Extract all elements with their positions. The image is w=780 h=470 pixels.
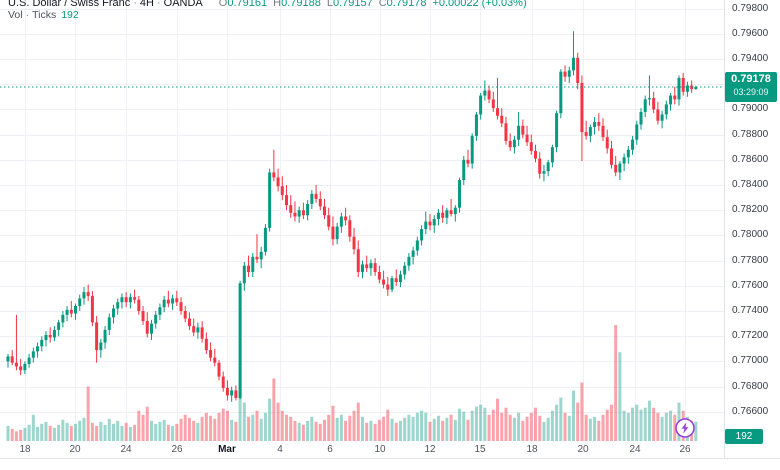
symbol-legend: U.S. Dollar / Swiss Franc · 4H · OANDA O0.791…	[8, 0, 527, 9]
current-price-tag: 0.79178 03:29:09	[725, 72, 777, 102]
price-tick-label: 0.79600	[732, 27, 769, 39]
candles	[6, 31, 698, 402]
separator: ·	[25, 9, 30, 21]
price-tick-label: 0.77400	[732, 305, 769, 317]
ohlc-values: O0.79161 H0.79188 L0.79157 C0.79178 +0.00022…	[213, 0, 527, 9]
time-axis[interactable]: 18 20 24 26 Mar 4 6 10 12 15 18 20 24 26	[0, 441, 724, 459]
lightning-icon	[675, 418, 695, 438]
price-tick-label: 0.78800	[732, 128, 769, 140]
time-tick-label: Mar	[218, 444, 236, 455]
timeframe-label[interactable]: 4H	[139, 0, 154, 9]
volume-type-label: Ticks	[32, 9, 57, 21]
price-tick-label: 0.79400	[732, 53, 769, 65]
price-tick-label: 0.76600	[732, 405, 769, 417]
close-label: C	[378, 0, 387, 9]
time-tick-label: 20	[69, 444, 81, 455]
price-tick-label: 0.78200	[732, 204, 769, 216]
volume-current-value: 192	[61, 9, 79, 21]
change-value: +0.00022 (+0.03%)	[432, 0, 527, 9]
time-tick-label: 20	[577, 444, 589, 455]
separator: ·	[156, 0, 161, 9]
time-tick-label: 26	[171, 444, 183, 455]
price-tick-label: 0.77000	[732, 355, 769, 367]
volume-axis-tag: 192	[725, 429, 763, 444]
high-value: 0.79188	[281, 0, 321, 9]
price-tick-label: 0.79000	[732, 103, 769, 115]
price-tick-label: 0.77600	[732, 279, 769, 291]
price-tick-label: 0.76800	[732, 380, 769, 392]
low-label: L	[326, 0, 333, 9]
time-tick-label: 18	[19, 444, 31, 455]
price-tick-label: 0.78600	[732, 153, 769, 165]
close-value: 0.79178	[386, 0, 427, 9]
separator: ·	[133, 0, 137, 9]
open-label: O	[218, 0, 228, 9]
time-tick-label: 24	[629, 444, 641, 455]
low-value: 0.79157	[332, 0, 373, 9]
price-tick-label: 0.77800	[732, 254, 769, 266]
time-tick-label: 12	[424, 444, 436, 455]
symbol-title[interactable]: U.S. Dollar / Swiss Franc	[8, 0, 131, 9]
price-tick-label: 0.78000	[732, 229, 769, 241]
high-label: H	[273, 0, 282, 9]
current-price-value: 0.79178	[731, 73, 771, 85]
time-tick-label: 15	[474, 444, 486, 455]
exchange-label[interactable]: OANDA	[163, 0, 203, 9]
quick-trade-button[interactable]	[674, 417, 696, 439]
volume-legend: Vol · Ticks 192	[8, 9, 79, 21]
candle-countdown: 03:29:09	[733, 87, 769, 97]
price-tick-label: 0.78400	[732, 179, 769, 191]
time-tick-label: 26	[679, 444, 691, 455]
price-tick-label: 0.79800	[732, 2, 769, 14]
price-tick-label: 0.77200	[732, 330, 769, 342]
price-axis[interactable]: 0.76600 0.76800 0.77000 0.77200 0.77400 0.776…	[724, 0, 780, 459]
open-value: 0.79161	[227, 0, 268, 9]
time-tick-label: 18	[526, 444, 538, 455]
volume-indicator-label[interactable]: Vol	[8, 9, 23, 21]
time-tick-label: 24	[120, 444, 132, 455]
time-tick-label: 10	[374, 444, 386, 455]
time-tick-label: 6	[327, 444, 333, 455]
time-tick-label: 4	[277, 444, 283, 455]
axis-borders	[0, 0, 780, 459]
volume-bars	[6, 325, 698, 441]
